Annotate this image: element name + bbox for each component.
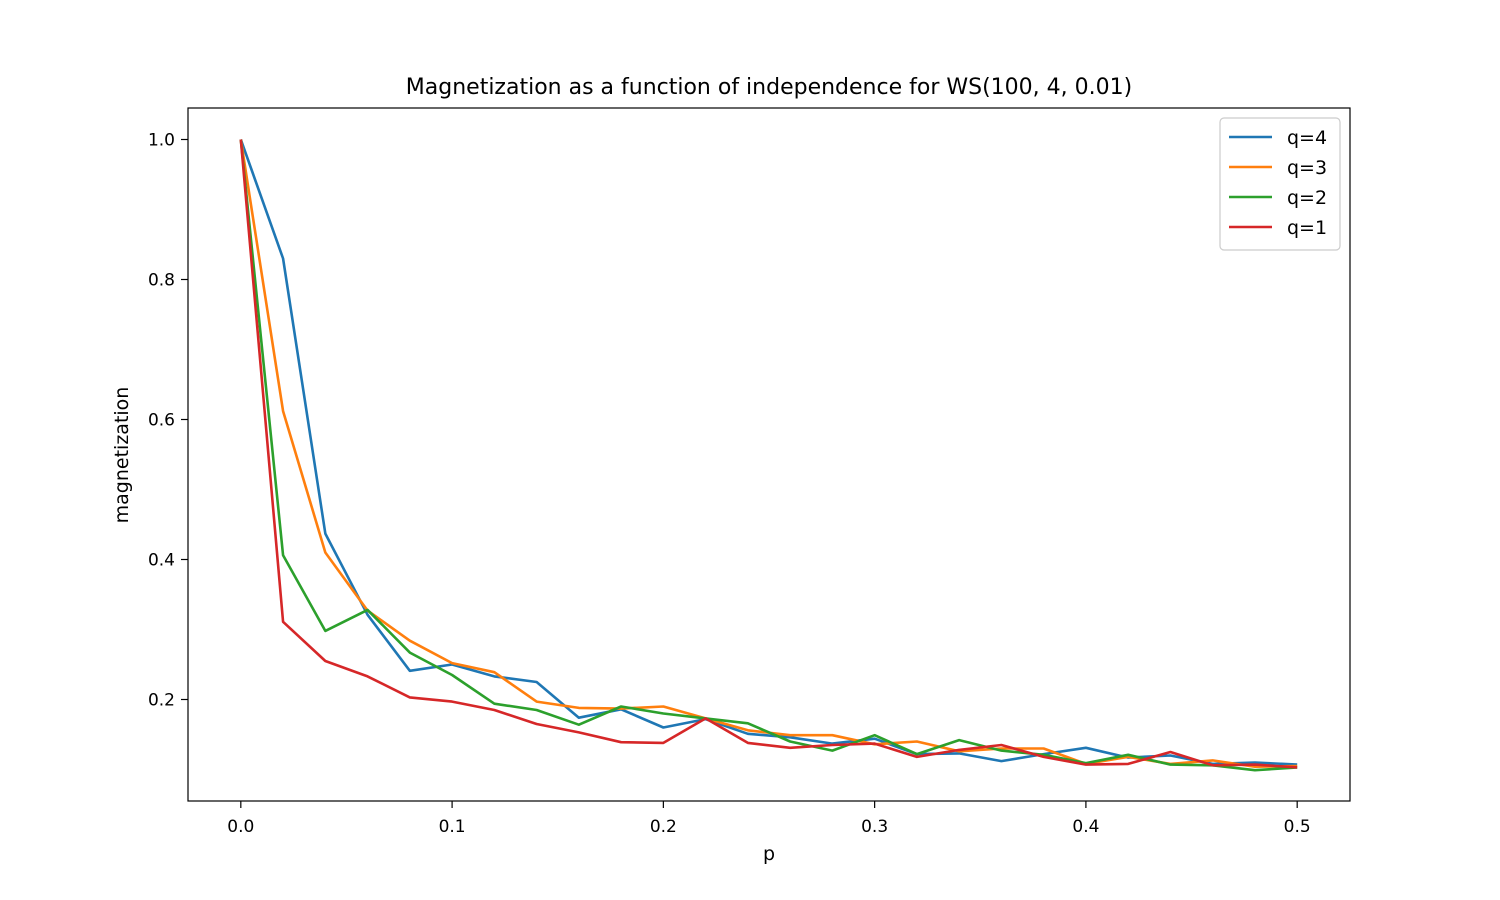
plot-area bbox=[239, 139, 1298, 772]
chart-title: Magnetization as a function of independe… bbox=[406, 75, 1132, 100]
y-tick-label: 1.0 bbox=[148, 131, 175, 151]
x-tick-label: 0.2 bbox=[650, 817, 677, 837]
legend-label: q=1 bbox=[1287, 217, 1327, 239]
x-tick-label: 0.5 bbox=[1284, 817, 1311, 837]
y-tick-label: 0.8 bbox=[148, 271, 175, 291]
y-tick-label: 0.2 bbox=[148, 691, 175, 711]
y-tick-label: 0.4 bbox=[148, 551, 175, 571]
series-line-q4 bbox=[239, 139, 1298, 766]
legend-label: q=3 bbox=[1287, 157, 1327, 179]
series-line-q1 bbox=[239, 139, 1298, 769]
plot-frame bbox=[187, 107, 1351, 802]
x-tick-label: 0.0 bbox=[227, 817, 254, 837]
legend-label: q=2 bbox=[1287, 187, 1327, 209]
legend: q=4 q=3 q=2 q=1 bbox=[1219, 117, 1341, 251]
x-tick-label: 0.3 bbox=[861, 817, 888, 837]
x-axis-label: p bbox=[763, 843, 775, 865]
legend-label: q=4 bbox=[1287, 127, 1327, 149]
series-line-q3 bbox=[239, 139, 1298, 769]
x-axis: 0.0 0.1 0.2 0.3 0.4 0.5 bbox=[227, 801, 1311, 837]
x-tick-label: 0.1 bbox=[439, 817, 466, 837]
y-axis-label: magnetization bbox=[111, 387, 133, 524]
y-tick-label: 0.6 bbox=[148, 411, 175, 431]
x-tick-label: 0.4 bbox=[1072, 817, 1099, 837]
series-line-q2 bbox=[239, 139, 1298, 772]
y-axis: 0.2 0.4 0.6 0.8 1.0 bbox=[148, 131, 188, 711]
legend-box bbox=[1219, 117, 1341, 251]
